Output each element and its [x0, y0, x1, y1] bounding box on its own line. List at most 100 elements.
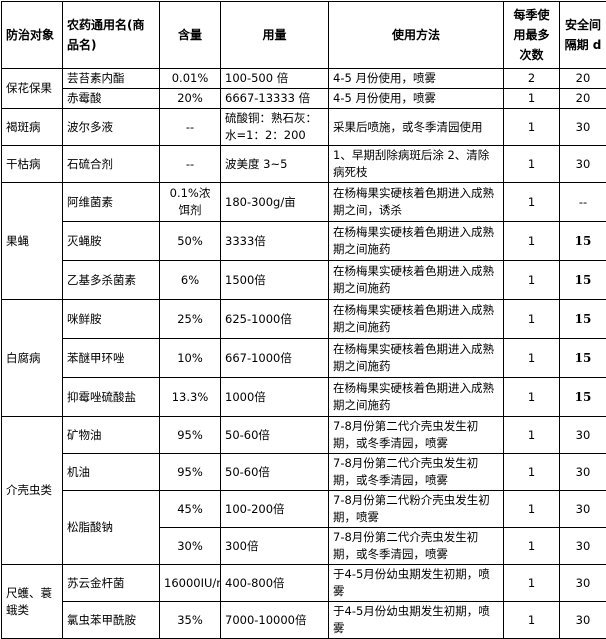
pesticide-name-cell: 抑霉唑硫酸盐 — [63, 378, 160, 417]
method-cell: 7-8月份第二代介壳虫发生初期，或冬季清园，喷雾 — [329, 454, 504, 491]
content-cell: 50% — [160, 222, 221, 261]
target-cell: 介壳虫类 — [2, 417, 63, 565]
pesticide-name-cell: 矿物油 — [63, 417, 160, 454]
times-cell: 2 — [504, 69, 560, 89]
content-cell: 16000IU/mg — [160, 565, 221, 602]
dose-cell: 7000-10000倍 — [221, 602, 329, 639]
target-cell: 果蝇 — [2, 183, 63, 300]
pesticide-name-cell: 咪鲜胺 — [63, 300, 160, 339]
method-cell: 1、早期刮除病斑后涂 2、清除病死枝 — [329, 146, 504, 183]
interval-cell: 30 — [560, 565, 606, 602]
method-cell: 在杨梅果实硬核着色期进入成熟期之间施药 — [329, 300, 504, 339]
times-cell: 1 — [504, 300, 560, 339]
method-cell: 在杨梅果实硬核着色期进入成熟期之间施药 — [329, 339, 504, 378]
interval-cell: 20 — [560, 69, 606, 89]
content-cell: -- — [160, 146, 221, 183]
header-name: 农药通用名(商品名) — [63, 2, 160, 69]
interval-cell: 15 — [560, 378, 606, 417]
content-cell: -- — [160, 109, 221, 146]
pesticide-name-cell: 阿维菌素 — [63, 183, 160, 222]
dose-cell: 3333倍 — [221, 222, 329, 261]
header-times: 每季使用最多次数 — [504, 2, 560, 69]
method-cell: 于4-5月份幼虫期发生初期，喷雾 — [329, 565, 504, 602]
content-cell: 13.3% — [160, 378, 221, 417]
dose-cell: 1500倍 — [221, 261, 329, 300]
times-cell: 1 — [504, 146, 560, 183]
times-cell: 1 — [504, 602, 560, 639]
table-row: 尺蠖、蓑蛾类苏云金杆菌16000IU/mg400-800倍于4-5月份幼虫期发生… — [2, 565, 606, 602]
content-cell: 45% — [160, 491, 221, 528]
dose-cell: 50-60倍 — [221, 417, 329, 454]
pesticide-name-cell: 石硫合剂 — [63, 146, 160, 183]
pesticide-name-cell: 芸苔素内酯 — [63, 69, 160, 89]
content-cell: 10% — [160, 339, 221, 378]
method-cell: 于4-5月份幼虫期发生初期，喷雾 — [329, 602, 504, 639]
interval-cell: 20 — [560, 89, 606, 109]
content-cell: 95% — [160, 454, 221, 491]
method-cell: 在杨梅果实硬核着色期进入成熟期之间施药 — [329, 261, 504, 300]
method-cell: 4-5 月份使用，喷雾 — [329, 89, 504, 109]
dose-cell: 625-1000倍 — [221, 300, 329, 339]
dose-cell: 100-500 倍 — [221, 69, 329, 89]
target-cell: 干枯病 — [2, 146, 63, 183]
times-cell: 1 — [504, 89, 560, 109]
times-cell: 1 — [504, 378, 560, 417]
pesticide-name-cell: 苏云金杆菌 — [63, 565, 160, 602]
header-row: 防治对象 农药通用名(商品名) 含量 用量 使用方法 每季使用最多次数 安全间隔… — [2, 2, 606, 69]
dose-cell: 1000倍 — [221, 378, 329, 417]
interval-cell: 15 — [560, 339, 606, 378]
content-cell: 0.1%浓饵剂 — [160, 183, 221, 222]
dose-cell: 6667-13333 倍 — [221, 89, 329, 109]
pesticide-name-cell: 松脂酸钠 — [63, 491, 160, 565]
dose-cell: 180-300g/亩 — [221, 183, 329, 222]
dose-cell: 波美度 3~5 — [221, 146, 329, 183]
pesticide-name-cell: 灭蝇胺 — [63, 222, 160, 261]
interval-cell: 30 — [560, 109, 606, 146]
interval-cell: 30 — [560, 491, 606, 528]
pesticide-name-cell: 波尔多液 — [63, 109, 160, 146]
dose-cell: 300倍 — [221, 528, 329, 565]
pesticide-name-cell: 苯醚甲环唑 — [63, 339, 160, 378]
dose-cell: 硫酸铜：熟石灰：水=1：2：200 — [221, 109, 329, 146]
times-cell: 1 — [504, 109, 560, 146]
target-cell: 褐斑病 — [2, 109, 63, 146]
times-cell: 1 — [504, 417, 560, 454]
times-cell: 1 — [504, 528, 560, 565]
content-cell: 20% — [160, 89, 221, 109]
content-cell: 6% — [160, 261, 221, 300]
times-cell: 1 — [504, 222, 560, 261]
times-cell: 1 — [504, 565, 560, 602]
method-cell: 在杨梅果实硬核着色期进入成熟期之间，诱杀 — [329, 183, 504, 222]
header-content: 含量 — [160, 2, 221, 69]
interval-cell: 15 — [560, 261, 606, 300]
interval-cell: 15 — [560, 222, 606, 261]
content-cell: 25% — [160, 300, 221, 339]
method-cell: 在杨梅果实硬核着色期进入成熟期之间施药 — [329, 378, 504, 417]
content-cell: 95% — [160, 417, 221, 454]
times-cell: 1 — [504, 339, 560, 378]
times-cell: 1 — [504, 183, 560, 222]
pesticide-name-cell: 赤霉酸 — [63, 89, 160, 109]
method-cell: 7-8月份第二代粉介壳虫发生初期，喷雾 — [329, 491, 504, 528]
header-target: 防治对象 — [2, 2, 63, 69]
target-cell: 保花保果 — [2, 69, 63, 109]
interval-cell: 30 — [560, 417, 606, 454]
interval-cell: -- — [560, 183, 606, 222]
interval-cell: 15 — [560, 300, 606, 339]
dose-cell: 400-800倍 — [221, 565, 329, 602]
content-cell: 35% — [160, 602, 221, 639]
method-cell: 7-8月份第二代介壳虫发生初期，或冬季清园，喷雾 — [329, 528, 504, 565]
interval-cell: 30 — [560, 146, 606, 183]
times-cell: 1 — [504, 454, 560, 491]
pesticide-name-cell: 乙基多杀菌素 — [63, 261, 160, 300]
pesticide-name-cell: 氯虫苯甲酰胺 — [63, 602, 160, 639]
